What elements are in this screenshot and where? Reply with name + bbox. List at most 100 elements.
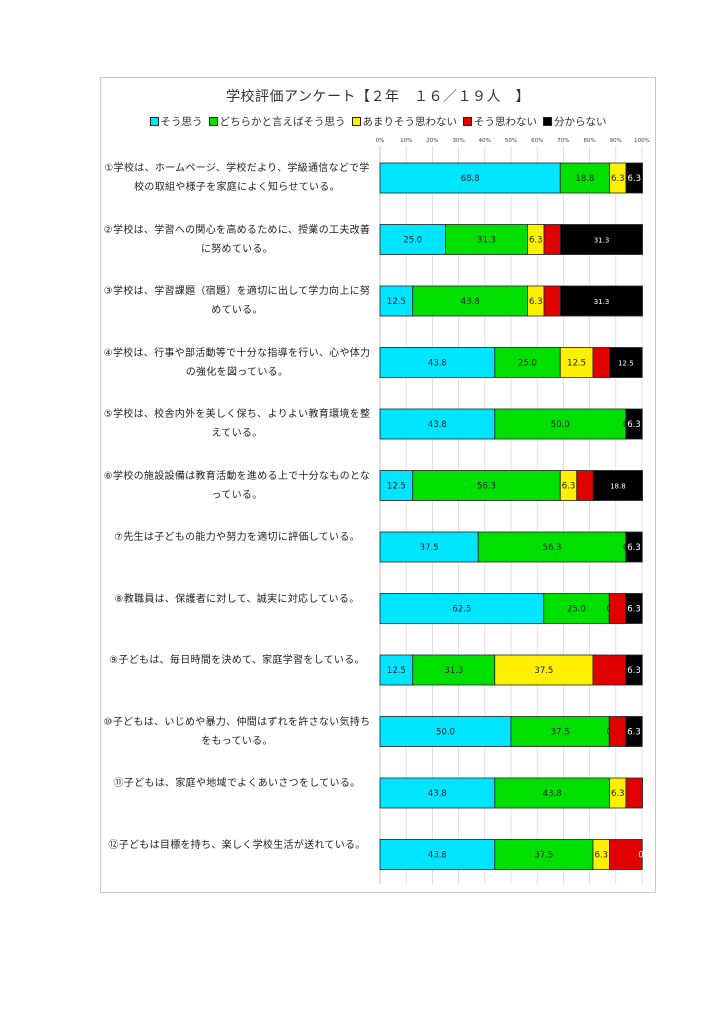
value-label: 6.3	[611, 605, 625, 615]
chart-title: 学校評価アンケート【２年 １６／１９人 】	[226, 89, 530, 105]
value-label: 6.3	[594, 851, 608, 861]
value-label: 6.3	[627, 605, 641, 615]
x-tick-label: 30%	[452, 138, 464, 144]
question-label: ⑪子どもは、家庭や地域でよくあいさつをしている。	[113, 778, 361, 789]
value-label: 25.0	[567, 605, 586, 615]
question-label: ⑤学校は、校舎内外を美しく保ち、よりよい教育環境を整えている。	[103, 409, 371, 439]
value-label: 0.	[630, 789, 638, 799]
bar-segment	[510, 716, 610, 747]
bar-segment	[543, 593, 610, 624]
legend-item: そう思う	[149, 114, 203, 129]
bar-segment	[477, 531, 627, 563]
value-label: 12.5	[567, 359, 586, 369]
value-label: 6.3	[627, 666, 641, 676]
question-label: ⑩子どもは、いじめや暴力、仲間はずれを許さない気持ちをもっている。	[103, 716, 371, 747]
value-label: 43.8	[428, 420, 447, 430]
bar-segment	[379, 777, 496, 809]
legend-swatch	[463, 116, 472, 126]
value-label: 56.3	[477, 482, 496, 492]
bar-segment	[379, 716, 512, 747]
value-label: 6.3	[594, 359, 608, 369]
question-label: ⑨子どもは、毎日時間を決めて、家庭学習をしている。	[109, 655, 365, 666]
value-label: 31.3	[444, 666, 463, 676]
x-tick-label: 0%	[376, 138, 385, 144]
bar-segment	[379, 531, 479, 563]
value-label: 6.3	[578, 482, 592, 492]
x-tick-label: 40%	[479, 138, 491, 144]
bar-segment	[379, 347, 496, 378]
question-label: ⑧教職員は、保護者に対して、誠実に対応している。	[114, 593, 360, 605]
bar-segment	[625, 408, 643, 440]
value-label: 68.8	[461, 174, 480, 184]
value-label: 31.3	[594, 237, 610, 245]
bar-segment	[379, 470, 414, 501]
question-label: ⑫子どもは目標を持ち、楽しく学校生活が送れている。	[108, 839, 366, 851]
legend-item: 分からない	[543, 114, 607, 129]
value-label: 43.8	[428, 851, 447, 861]
bar-segment	[609, 347, 643, 378]
bar-segment	[494, 347, 561, 378]
value-label: 43.8	[543, 789, 562, 799]
legend-swatch	[351, 116, 361, 126]
legend-swatch	[149, 116, 159, 126]
value-label: 6.3	[611, 174, 625, 184]
value-label: 6.3	[529, 297, 543, 307]
x-tick-label: 100%	[634, 138, 650, 144]
bar-segment	[625, 593, 643, 624]
bar-segment	[445, 224, 528, 255]
bar-segment	[494, 408, 627, 440]
bar-segment	[560, 285, 643, 317]
question-label: ④学校は、行事や部活動等で十分な指導を行い、心や体力の強化を図っている。	[103, 347, 371, 378]
bar-segment	[609, 839, 643, 870]
legend-label: そう思う	[160, 116, 203, 128]
legend-item: どちらかと言えばそう思う	[208, 114, 346, 129]
legend-swatch	[208, 116, 218, 126]
bar-segment	[560, 224, 643, 255]
value-label: 6.3	[611, 789, 625, 799]
value-label: 37.5	[551, 728, 570, 738]
bar-segment	[494, 654, 594, 686]
value-label: 25.0	[518, 359, 537, 369]
value-label: 37.5	[534, 851, 553, 861]
bar-segment	[494, 777, 610, 809]
x-tick-label: 10%	[400, 138, 412, 144]
bar-segment	[379, 593, 545, 624]
legend-label: 分からない	[554, 116, 607, 128]
x-tick-label: 80%	[583, 138, 595, 144]
bar-segment	[379, 285, 414, 317]
bar-segment	[379, 654, 414, 686]
value-label: 12.5	[600, 666, 619, 676]
question-label: ⑦先生は子どもの能力や努力を適切に評価している。	[114, 532, 360, 543]
value-label: 12.5	[616, 851, 635, 861]
value-label: 37.5	[420, 543, 439, 553]
value-label: 31.3	[477, 236, 496, 246]
legend-label: あまりそう思わない	[362, 116, 458, 128]
value-label: 31.3	[594, 298, 610, 306]
value-label: 50.0	[436, 728, 455, 738]
question-label: ②学校は、学習への関心を高めるために、授業の工夫改善に努めている。	[103, 224, 371, 255]
bar-segment	[625, 162, 643, 194]
value-label: 43.8	[428, 359, 447, 369]
value-label: 6.3	[545, 297, 559, 307]
value-label: 18.8	[610, 483, 626, 491]
legend-label: そう思わない	[474, 116, 537, 128]
value-label: 0.	[638, 851, 646, 861]
value-label: 25.0	[403, 236, 422, 246]
x-tick-label: 50%	[505, 138, 517, 144]
bar-segment	[412, 285, 528, 317]
value-label: 6.3	[562, 482, 576, 492]
value-label: 12.5	[387, 666, 406, 676]
bar-segment	[494, 839, 594, 870]
bar-segment	[625, 654, 643, 686]
value-label: 6.3	[628, 174, 642, 184]
bar-segment	[412, 470, 561, 501]
value-label: 12.5	[387, 482, 406, 492]
x-tick-label: 90%	[610, 138, 622, 144]
legend-swatch	[543, 116, 552, 126]
value-label: 56.3	[543, 543, 562, 553]
value-label: 37.5	[534, 666, 553, 676]
value-label: 6.3	[627, 543, 641, 553]
bar-segment	[412, 654, 496, 686]
bar-segment	[379, 839, 496, 870]
